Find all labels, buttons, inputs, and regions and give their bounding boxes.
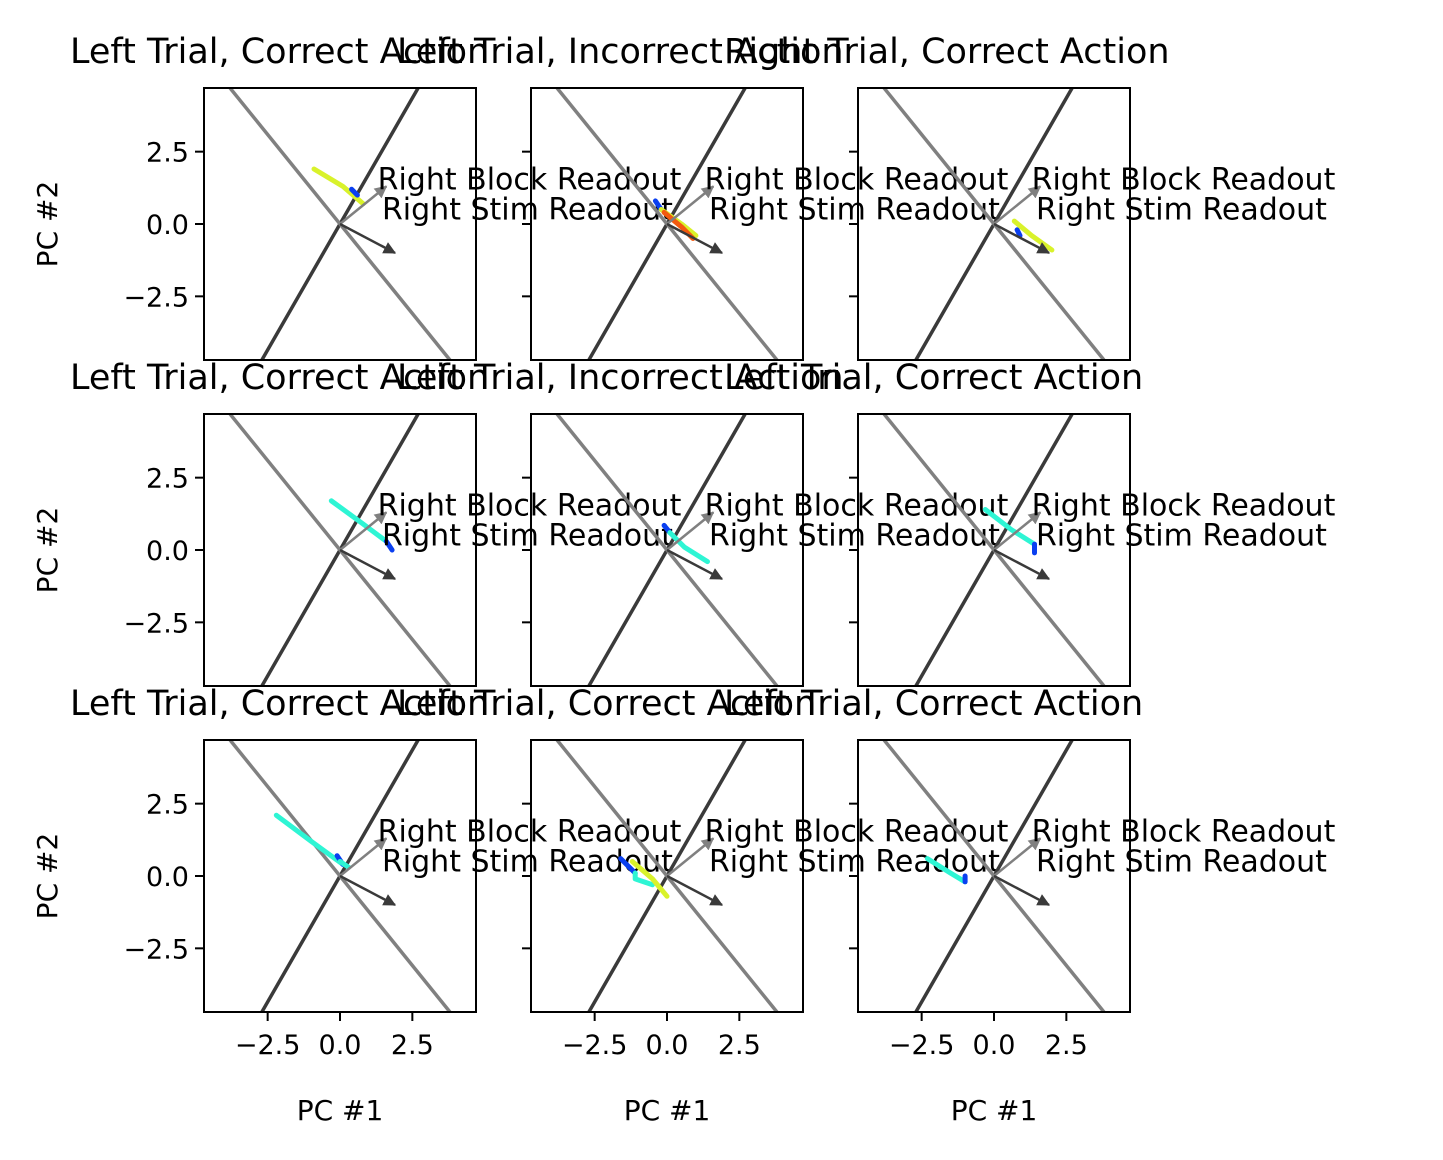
- subplot-2-1-trajectory-1: [328, 498, 389, 544]
- subplot-3-3-xtick-label-2: 0.0: [973, 1030, 1016, 1061]
- subplot-2-1-trajectory-2: [383, 538, 395, 553]
- subplot-1-2-readout-arrow-2: [666, 222, 724, 255]
- subplot-1-3-plot-area: [882, 88, 1106, 360]
- subplot-3-1-trajectory-1: [273, 812, 346, 867]
- subplot-3-2-xtick-label-1: −2.5: [562, 1030, 628, 1061]
- subplot-2-1-readout-label-2: Right Stim Readout: [382, 519, 673, 554]
- subplot-1-1-ytick-label-3: 2.5: [146, 138, 189, 169]
- subplot-3-3-plot-area: [882, 740, 1106, 1012]
- subplot-1-1-readout-arrow-1: [339, 185, 388, 225]
- subplot-2-2-readout-label-2: Right Stim Readout: [709, 519, 1000, 554]
- subplot-2-2-trajectory-2: [667, 530, 710, 565]
- subplot-2-1-readout-arrow-2: [339, 548, 397, 581]
- subplot-2-1-plot-area: [228, 414, 452, 686]
- subplot-3-1-xlabel: PC #1: [297, 1094, 384, 1127]
- subplot-1-2-title: Left Trial, Incorrect Action: [397, 32, 844, 72]
- subplot-1-1-readout-arrow-2: [339, 222, 397, 255]
- subplot-3-1-xtick-label-1: −2.5: [235, 1030, 301, 1061]
- subplot-3-1-xtick-label-2: 0.0: [319, 1030, 362, 1061]
- subplot-2-3-title: Left Trial, Correct Action: [724, 358, 1143, 398]
- subplot-2-3-trajectory-1: [982, 507, 1037, 547]
- subplot-2-1-ytick-label-1: −2.5: [123, 608, 189, 639]
- subplot-2-1-ytick-label-3: 2.5: [146, 464, 189, 495]
- subplot-1-2-readout-arrow-1: [666, 185, 715, 225]
- subplot-2-2-readout-arrow-2: [666, 548, 724, 581]
- subplot-1-3-readout-arrow-2: [993, 222, 1051, 255]
- subplot-2-2-readout-arrow-1: [666, 511, 715, 551]
- subplot-3-3-trajectory-1: [924, 856, 968, 885]
- subplot-3-2-plot-area: [555, 740, 779, 1012]
- subplot-3-1-xtick-label-3: 2.5: [391, 1030, 434, 1061]
- subplot-3-3-readout-label-1: Right Block Readout: [1032, 814, 1336, 849]
- subplot-3-3-readout-arrow-1: [993, 837, 1042, 877]
- subplot-3-2-xtick-label-3: 2.5: [718, 1030, 761, 1061]
- subplot-1-3-readout-label-1: Right Block Readout: [1032, 162, 1336, 197]
- subplot-3-2-title: Left Trial, Correct Action: [397, 684, 816, 724]
- subplot-3-2-readout-arrow-2: [666, 874, 724, 907]
- subplot-3-2-readout-arrow-1: [666, 837, 715, 877]
- subplot-1-1-trajectory-2: [349, 186, 360, 198]
- subplot-3-1-readout-arrow-1: [339, 837, 388, 877]
- subplot-1-1-ytick-label-2: 0.0: [146, 210, 189, 241]
- subplot-2-3-readout-arrow-2: [993, 548, 1051, 581]
- subplot-1-3-readout-arrow-1: [993, 185, 1042, 225]
- subplot-2-3-readout-label-2: Right Stim Readout: [1036, 519, 1327, 554]
- subplot-3-1-ytick-label-3: 2.5: [146, 790, 189, 821]
- subplot-3-2-xlabel: PC #1: [624, 1094, 711, 1127]
- subplot-2-2-plot-area: [555, 414, 779, 686]
- subplot-1-1-title: Left Trial, Correct Action: [70, 32, 489, 72]
- subplot-3-1-title: Left Trial, Correct Action: [70, 684, 489, 724]
- subplot-1-1-plot-area: [228, 88, 452, 360]
- subplot-3-1-ylabel: PC #2: [31, 833, 64, 920]
- subplot-3-1-ytick-label-2: 0.0: [146, 862, 189, 893]
- subplot-2-2-title: Left Trial, Incorrect Action: [397, 358, 844, 398]
- subplot-3-2-trajectory-1: [618, 856, 638, 876]
- subplot-1-2-readout-label-2: Right Stim Readout: [709, 193, 1000, 228]
- subplot-3-3-xtick-label-1: −2.5: [889, 1030, 955, 1061]
- subplot-2-3-plot-area: [882, 414, 1106, 686]
- subplot-3-2-trajectory-3: [629, 859, 670, 899]
- subplot-1-3-title: Right Trial, Correct Action: [724, 32, 1170, 72]
- subplot-3-1-plot-area: [228, 740, 452, 1012]
- subplot-2-1-title: Left Trial, Correct Action: [70, 358, 489, 398]
- subplot-1-1-trajectory-1: [311, 166, 366, 207]
- subplot-2-1-ylabel: PC #2: [31, 507, 64, 594]
- subplot-1-1-readout-label-2: Right Stim Readout: [382, 193, 673, 228]
- subplot-2-3-readout-label-1: Right Block Readout: [1032, 488, 1336, 523]
- subplot-1-3-readout-label-2: Right Stim Readout: [1036, 193, 1327, 228]
- subplot-3-2-trajectory-2: [632, 870, 655, 888]
- subplot-3-1-ytick-label-1: −2.5: [123, 934, 189, 965]
- subplot-3-1-readout-arrow-2: [339, 874, 397, 907]
- subplot-2-1-readout-arrow-1: [339, 511, 388, 551]
- subplot-3-3-xtick-label-3: 2.5: [1045, 1030, 1088, 1061]
- subplot-2-1-ytick-label-2: 0.0: [146, 536, 189, 567]
- subplot-3-2-xtick-label-2: 0.0: [646, 1030, 689, 1061]
- subplot-3-1-readout-label-2: Right Stim Readout: [382, 845, 673, 880]
- subplot-1-1-ylabel: PC #2: [31, 181, 64, 268]
- subplot-2-3-readout-arrow-1: [993, 511, 1042, 551]
- subplot-3-3-xlabel: PC #1: [951, 1094, 1038, 1127]
- subplot-1-3-trajectory-1: [1014, 227, 1023, 239]
- subplot-1-1-ytick-label-1: −2.5: [123, 282, 189, 313]
- subplot-3-3-readout-label-2: Right Stim Readout: [1036, 845, 1327, 880]
- subplot-1-2-plot-area: [555, 88, 779, 360]
- subplot-3-3-readout-arrow-2: [993, 874, 1051, 907]
- subplot-3-1-trajectory-3: [337, 859, 352, 870]
- subplot-3-3-title: Left Trial, Correct Action: [724, 684, 1143, 724]
